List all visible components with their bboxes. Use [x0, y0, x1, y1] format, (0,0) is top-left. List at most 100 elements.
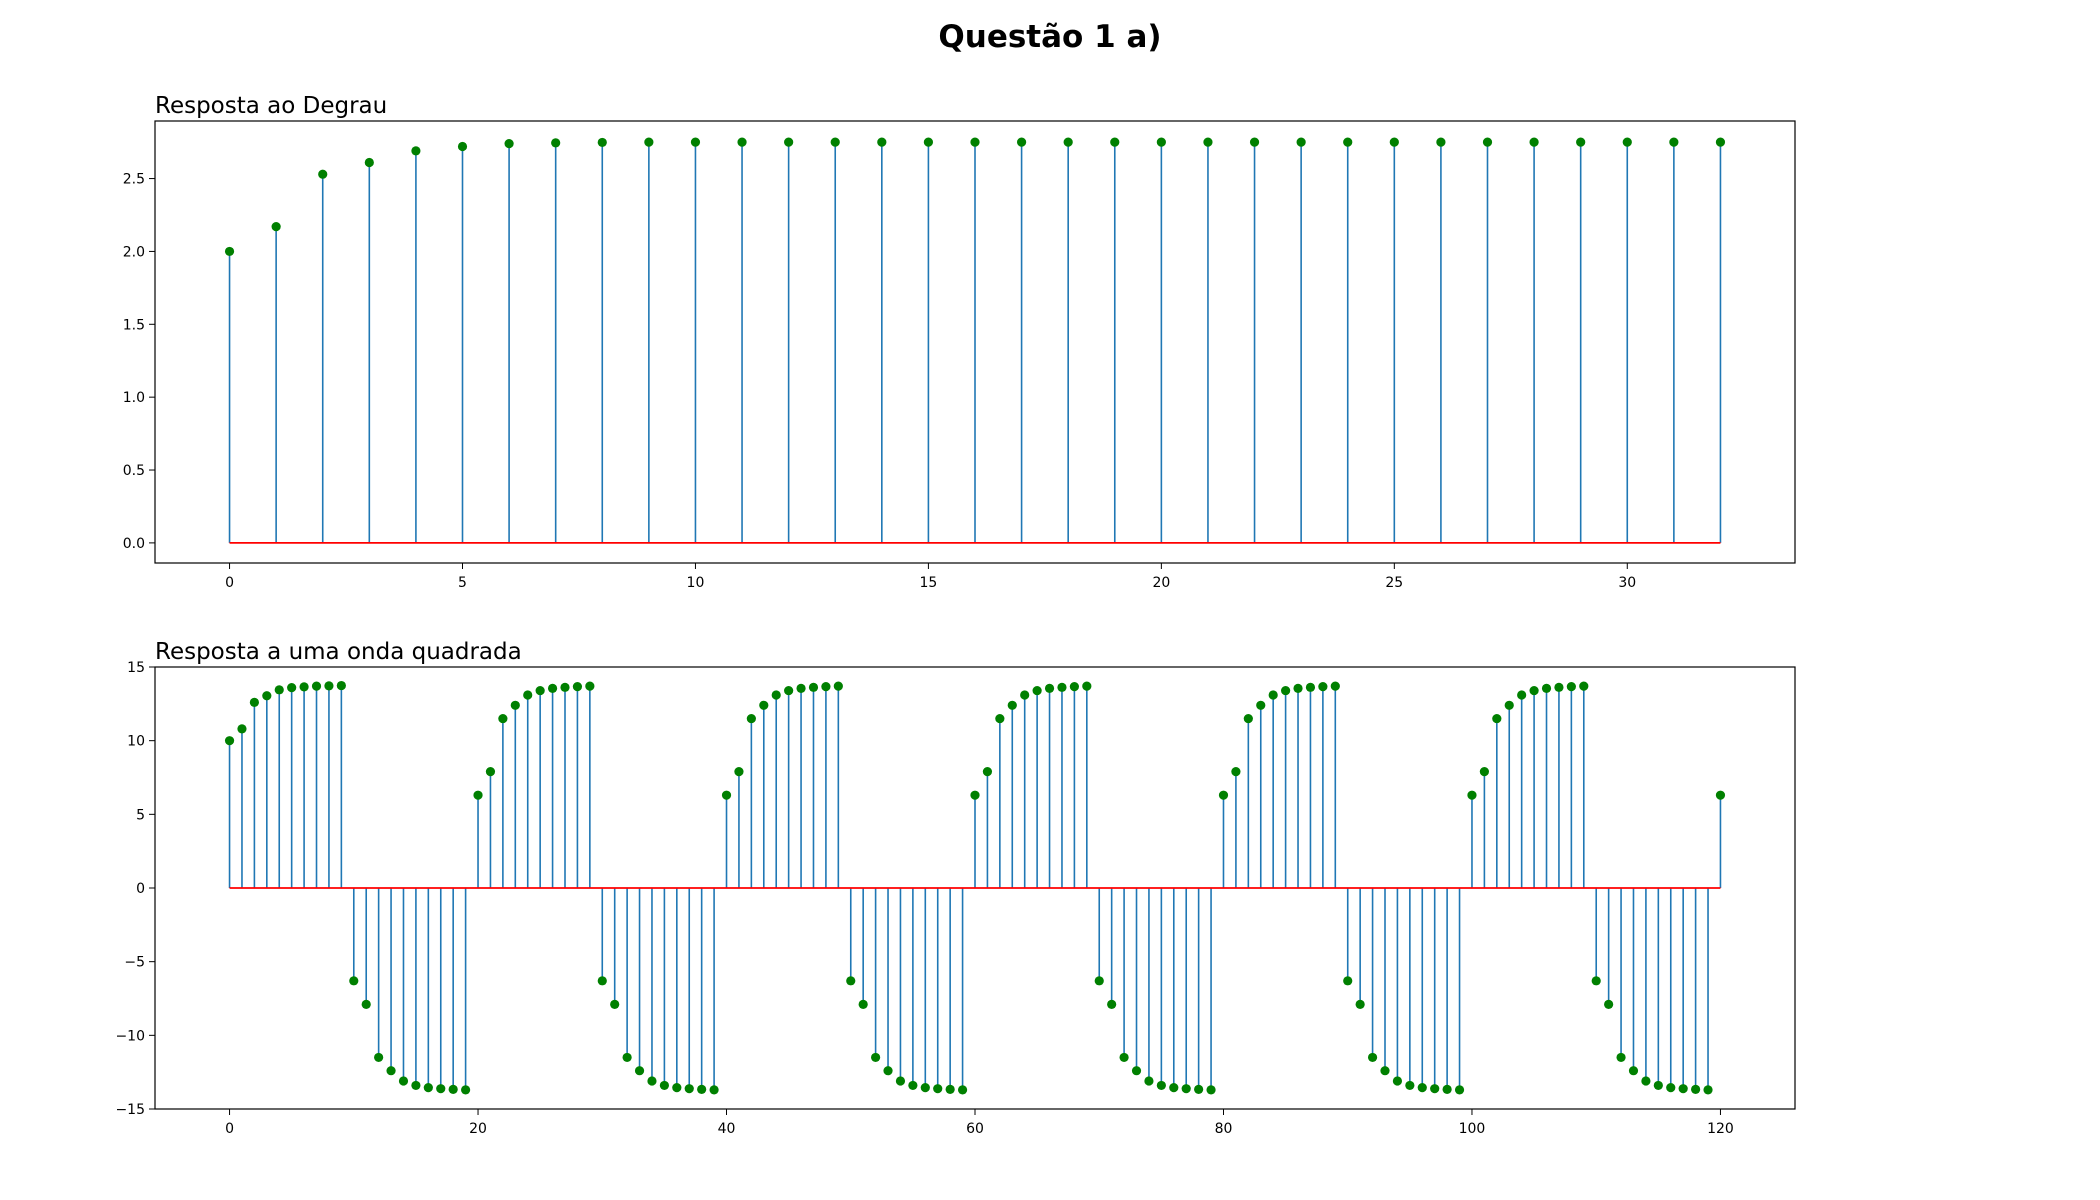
square-data-point — [697, 1084, 707, 1095]
square-data-point — [721, 790, 732, 800]
square-data-point — [920, 1083, 930, 1093]
square-data-point — [933, 1084, 943, 1094]
step-data-point — [1529, 137, 1539, 147]
step-data-point — [1063, 137, 1073, 147]
square-data-point — [1380, 1066, 1390, 1076]
square-data-point — [1218, 790, 1229, 800]
square-data-point — [1119, 1052, 1129, 1063]
square-data-point — [498, 713, 508, 724]
step-x-tick-label: 5 — [458, 575, 467, 591]
square-data-point — [1156, 1080, 1166, 1091]
step-data-point — [923, 137, 934, 147]
square-data-point — [821, 681, 831, 692]
square-data-point — [1479, 767, 1489, 777]
square-data-point — [771, 690, 781, 700]
square-data-point — [746, 713, 756, 724]
step-y-tick-label: 2.0 — [123, 244, 145, 260]
square-data-point — [1529, 685, 1539, 696]
step-x-tick-label: 10 — [687, 575, 705, 591]
square-data-point — [1343, 976, 1353, 986]
step-data-point — [1669, 137, 1679, 147]
step-data-point — [1576, 137, 1586, 147]
square-wave-response-marks — [224, 680, 1726, 1095]
step-y-tick-label: 1.0 — [123, 390, 145, 406]
square-data-point — [1405, 1080, 1415, 1091]
square-data-point — [1554, 682, 1564, 692]
square-wave-response-chart: Resposta a uma onda quadrada 0 20 40 60 80 10… — [115, 639, 1796, 1137]
step-data-point — [504, 138, 514, 149]
square-data-point — [398, 1076, 409, 1086]
square-y-tick-label: 5 — [136, 807, 145, 823]
square-data-point — [684, 1084, 694, 1094]
step-x-tick-label: 0 — [225, 575, 234, 591]
step-data-point — [1203, 137, 1213, 147]
square-data-point — [970, 790, 980, 800]
step-x-tick-label: 30 — [1618, 575, 1636, 591]
square-data-point — [1691, 1084, 1701, 1095]
square-data-point — [560, 682, 570, 692]
step-data-point — [364, 157, 374, 168]
step-data-point — [597, 137, 607, 148]
square-data-point — [858, 999, 868, 1009]
square-data-point — [1007, 700, 1017, 710]
step-x-tick-label: 25 — [1385, 575, 1403, 591]
square-data-point — [1032, 685, 1042, 696]
square-data-point — [1094, 976, 1104, 986]
square-data-point — [945, 1084, 955, 1095]
step-x-tick-label: 20 — [1152, 575, 1170, 591]
square-data-point — [299, 682, 309, 692]
square-data-point — [1566, 681, 1576, 692]
square-y-tick-label: −15 — [115, 1102, 145, 1118]
square-data-point — [734, 767, 744, 777]
square-data-point — [1442, 1084, 1452, 1095]
square-data-point — [585, 681, 595, 691]
square-data-point — [386, 1066, 396, 1076]
square-data-point — [262, 691, 272, 701]
square-data-point — [647, 1076, 657, 1086]
square-data-point — [1256, 700, 1266, 710]
square-data-point — [1641, 1076, 1651, 1086]
square-data-point — [1281, 685, 1291, 696]
square-data-point — [572, 681, 583, 692]
square-data-point — [784, 685, 794, 696]
square-data-point — [1367, 1052, 1378, 1063]
step-response-marks — [224, 137, 1726, 544]
square-data-point — [659, 1080, 669, 1091]
square-data-point — [535, 685, 545, 696]
square-data-point — [908, 1080, 918, 1091]
step-data-point — [830, 137, 840, 147]
square-data-point — [349, 976, 359, 986]
square-data-point — [249, 697, 259, 707]
square-wave-response-ticks: 0 20 40 60 80 100 120 −15 −10 −5 0 5 10 15 — [115, 660, 1733, 1137]
square-data-point — [436, 1084, 446, 1094]
square-data-point — [597, 976, 607, 986]
step-data-point — [737, 137, 747, 147]
step-data-point — [784, 137, 794, 147]
square-data-point — [510, 700, 520, 710]
square-data-point — [1243, 713, 1253, 724]
step-y-tick-label: 2.5 — [123, 172, 145, 188]
step-x-tick-label: 15 — [919, 575, 937, 591]
square-data-point — [423, 1083, 433, 1093]
square-data-point — [883, 1066, 893, 1076]
square-data-point — [1305, 682, 1316, 692]
square-data-point — [1194, 1084, 1204, 1095]
figure-title: Questão 1 a) — [938, 19, 1161, 55]
square-wave-response-axes-frame — [154, 666, 1796, 1110]
square-data-point — [1318, 681, 1328, 692]
square-data-point — [1231, 767, 1241, 777]
square-data-point — [1206, 1085, 1216, 1095]
step-data-point — [318, 169, 328, 179]
square-data-point — [523, 690, 533, 700]
square-data-point — [1454, 1085, 1465, 1095]
square-data-point — [1107, 999, 1117, 1009]
square-data-point — [274, 685, 284, 695]
square-data-point — [1131, 1066, 1142, 1076]
step-data-point — [1436, 137, 1446, 147]
square-data-point — [1579, 681, 1589, 691]
square-data-point — [759, 700, 769, 710]
square-data-point — [1604, 999, 1614, 1009]
square-data-point — [1492, 713, 1502, 724]
square-data-point — [622, 1052, 632, 1063]
